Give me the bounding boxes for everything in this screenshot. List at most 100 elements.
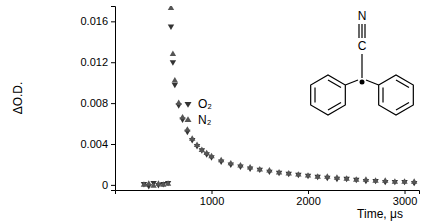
y-tick-label: 0.004 — [80, 138, 108, 150]
x-tick-mark — [212, 190, 213, 194]
x-tick-label: 3000 — [393, 195, 417, 207]
data-point — [172, 83, 178, 88]
double-bond — [396, 80, 409, 88]
y-tick-mark — [111, 103, 115, 104]
data-point — [237, 162, 243, 167]
legend-item: O₂ — [185, 97, 213, 111]
points — [141, 6, 418, 189]
x-axis-line — [116, 191, 420, 195]
x-axis-title: Time, μs — [357, 207, 403, 221]
bond — [361, 24, 362, 38]
y-tick-mark — [111, 62, 115, 63]
legend-label: N₂ — [198, 113, 212, 127]
data-point — [146, 180, 152, 185]
double-bond — [382, 88, 383, 103]
y-axis-line — [111, 7, 116, 191]
data-point — [295, 171, 301, 176]
legend-marker — [185, 116, 192, 122]
data-point — [228, 160, 234, 165]
data-point — [334, 174, 340, 179]
data-point — [172, 77, 178, 82]
data-point — [411, 178, 417, 183]
data-point — [199, 147, 205, 152]
data-point — [276, 169, 282, 174]
data-point — [257, 166, 263, 171]
y-tick-label: 0 — [102, 179, 108, 191]
y-tick: 0.004 — [80, 138, 115, 150]
data-point — [160, 182, 166, 187]
plot: 1000 2000 3000 0 0.004 0.008 0.012 0.016 — [80, 5, 419, 207]
x-tick-label: 2000 — [296, 195, 320, 207]
y-tick: 0.016 — [80, 15, 115, 27]
structure: NC — [311, 9, 414, 115]
double-bond — [314, 88, 315, 103]
data-point — [324, 173, 330, 178]
y-tick-label: 0.008 — [80, 97, 108, 109]
data-point — [314, 173, 320, 178]
data-point — [401, 178, 407, 183]
data-point — [165, 180, 171, 185]
series — [141, 6, 418, 188]
series — [141, 25, 418, 190]
data-point — [170, 51, 176, 56]
bond — [366, 80, 379, 85]
y-tick: 0 — [102, 179, 115, 191]
data-point — [372, 177, 378, 182]
y-tick: 0.008 — [80, 97, 115, 109]
legend-item: N₂ — [185, 113, 212, 127]
x-tick-mark — [405, 190, 406, 194]
y-tick-mark — [111, 21, 115, 22]
data-point — [179, 114, 185, 119]
data-point — [141, 181, 147, 186]
legend: O₂ N₂ — [185, 97, 213, 127]
data-point — [343, 175, 349, 180]
bond — [345, 80, 358, 85]
legend-label: O₂ — [198, 97, 212, 111]
data-point — [363, 176, 369, 181]
data-point — [168, 6, 174, 10]
y-tick-mark — [111, 185, 115, 186]
data-point — [170, 60, 176, 65]
y-axis-title: ΔO.D. — [11, 82, 25, 115]
atom-label: N — [358, 9, 367, 23]
data-point — [247, 164, 253, 169]
x-tick: 3000 — [393, 190, 417, 207]
x-tick: 2000 — [296, 190, 320, 207]
data-point — [305, 172, 311, 177]
y-tick-label: 0.012 — [80, 56, 108, 68]
data-point — [286, 170, 292, 175]
x-tick-mark — [308, 190, 309, 194]
y-tick-mark — [111, 144, 115, 145]
y-tick: 0.012 — [80, 56, 115, 68]
data-point — [160, 181, 166, 186]
bond — [364, 24, 365, 38]
data-point — [353, 176, 359, 181]
data-point — [203, 150, 209, 155]
data-point — [266, 167, 272, 172]
x-tick: 1000 — [200, 190, 224, 207]
double-bond — [396, 103, 409, 111]
data-point — [155, 180, 161, 185]
data-point — [392, 178, 398, 183]
double-bond — [328, 80, 341, 88]
ring — [379, 75, 414, 115]
data-point — [175, 100, 181, 105]
data-point — [168, 25, 174, 30]
chart: 1000 2000 3000 0 0.004 0.008 0.012 0.016 Time, μ… — [0, 0, 425, 222]
data-point — [184, 126, 190, 131]
bond — [361, 54, 362, 78]
atom-label: C — [358, 39, 367, 53]
y-axis: 0 0.004 0.008 0.012 0.016 — [80, 7, 115, 191]
data-point — [194, 142, 200, 147]
data-point — [218, 157, 224, 162]
data-point — [165, 181, 171, 186]
data-point — [189, 135, 195, 140]
ring — [311, 75, 346, 115]
legend-marker — [185, 102, 192, 108]
bond — [358, 24, 359, 38]
radical-dot — [360, 80, 365, 85]
data-point — [208, 153, 214, 158]
x-axis: 1000 2000 3000 — [116, 190, 420, 207]
double-bond — [328, 103, 341, 111]
data-point — [382, 177, 388, 182]
